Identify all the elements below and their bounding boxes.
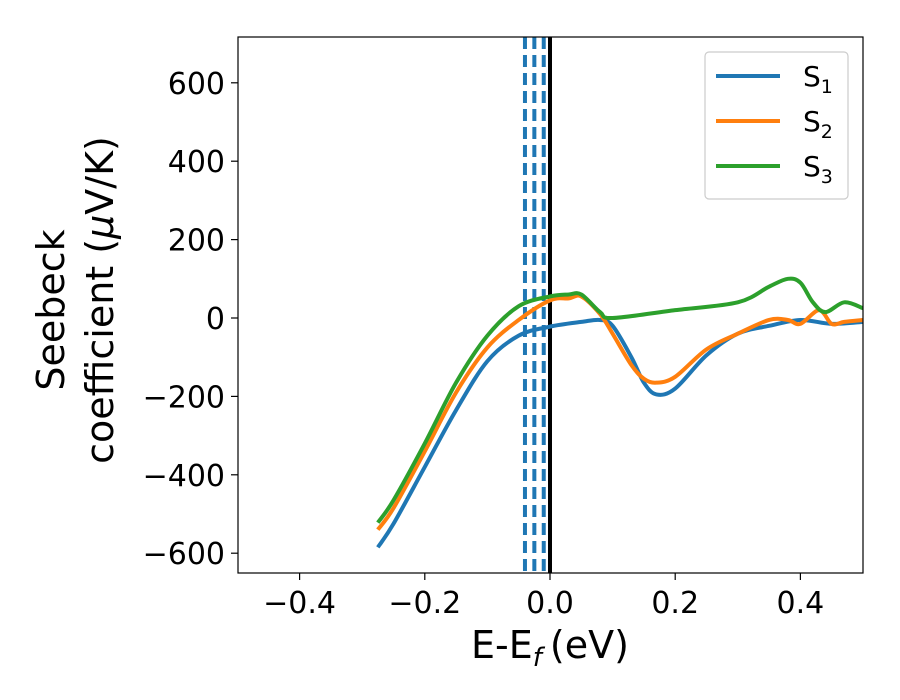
x-tick-label: 0.0 — [526, 586, 574, 621]
y-tick-label: −600 — [143, 537, 225, 572]
y-tick-label: 200 — [168, 224, 225, 259]
plot-frame — [237, 36, 864, 574]
y-tick-label: 0 — [206, 302, 225, 337]
x-tick-label: −0.2 — [388, 586, 461, 621]
series-line-s2 — [376, 293, 863, 531]
x-axis-ticks: −0.4 −0.2 0.0 0.2 0.4 — [263, 573, 824, 621]
y-axis-label-line1: Seebeck — [29, 229, 73, 390]
x-tick-label: 0.2 — [651, 586, 699, 621]
legend-label-s3: S3 — [803, 150, 833, 188]
y-tick-label: −200 — [143, 380, 225, 415]
y-tick-label: 600 — [168, 67, 225, 102]
legend-label-s2: S2 — [803, 105, 833, 143]
series-line-s3 — [376, 276, 863, 524]
x-tick-label: −0.4 — [263, 586, 336, 621]
y-axis-label-line2: coefficient (μV/K) — [78, 136, 122, 464]
legend: S1 S2 S3 — [704, 51, 849, 200]
y-axis-ticks: −600 −400 −200 0 200 400 600 — [143, 67, 238, 572]
y-tick-label: −400 — [143, 459, 225, 494]
x-tick-label: 0.4 — [777, 586, 825, 621]
series-line-s1 — [376, 317, 863, 549]
y-tick-label: 400 — [168, 145, 225, 180]
plot-content — [376, 37, 863, 573]
legend-label-s1: S1 — [803, 60, 833, 98]
legend-box — [704, 51, 849, 200]
x-axis-label: E-Ef (eV) — [471, 623, 629, 673]
